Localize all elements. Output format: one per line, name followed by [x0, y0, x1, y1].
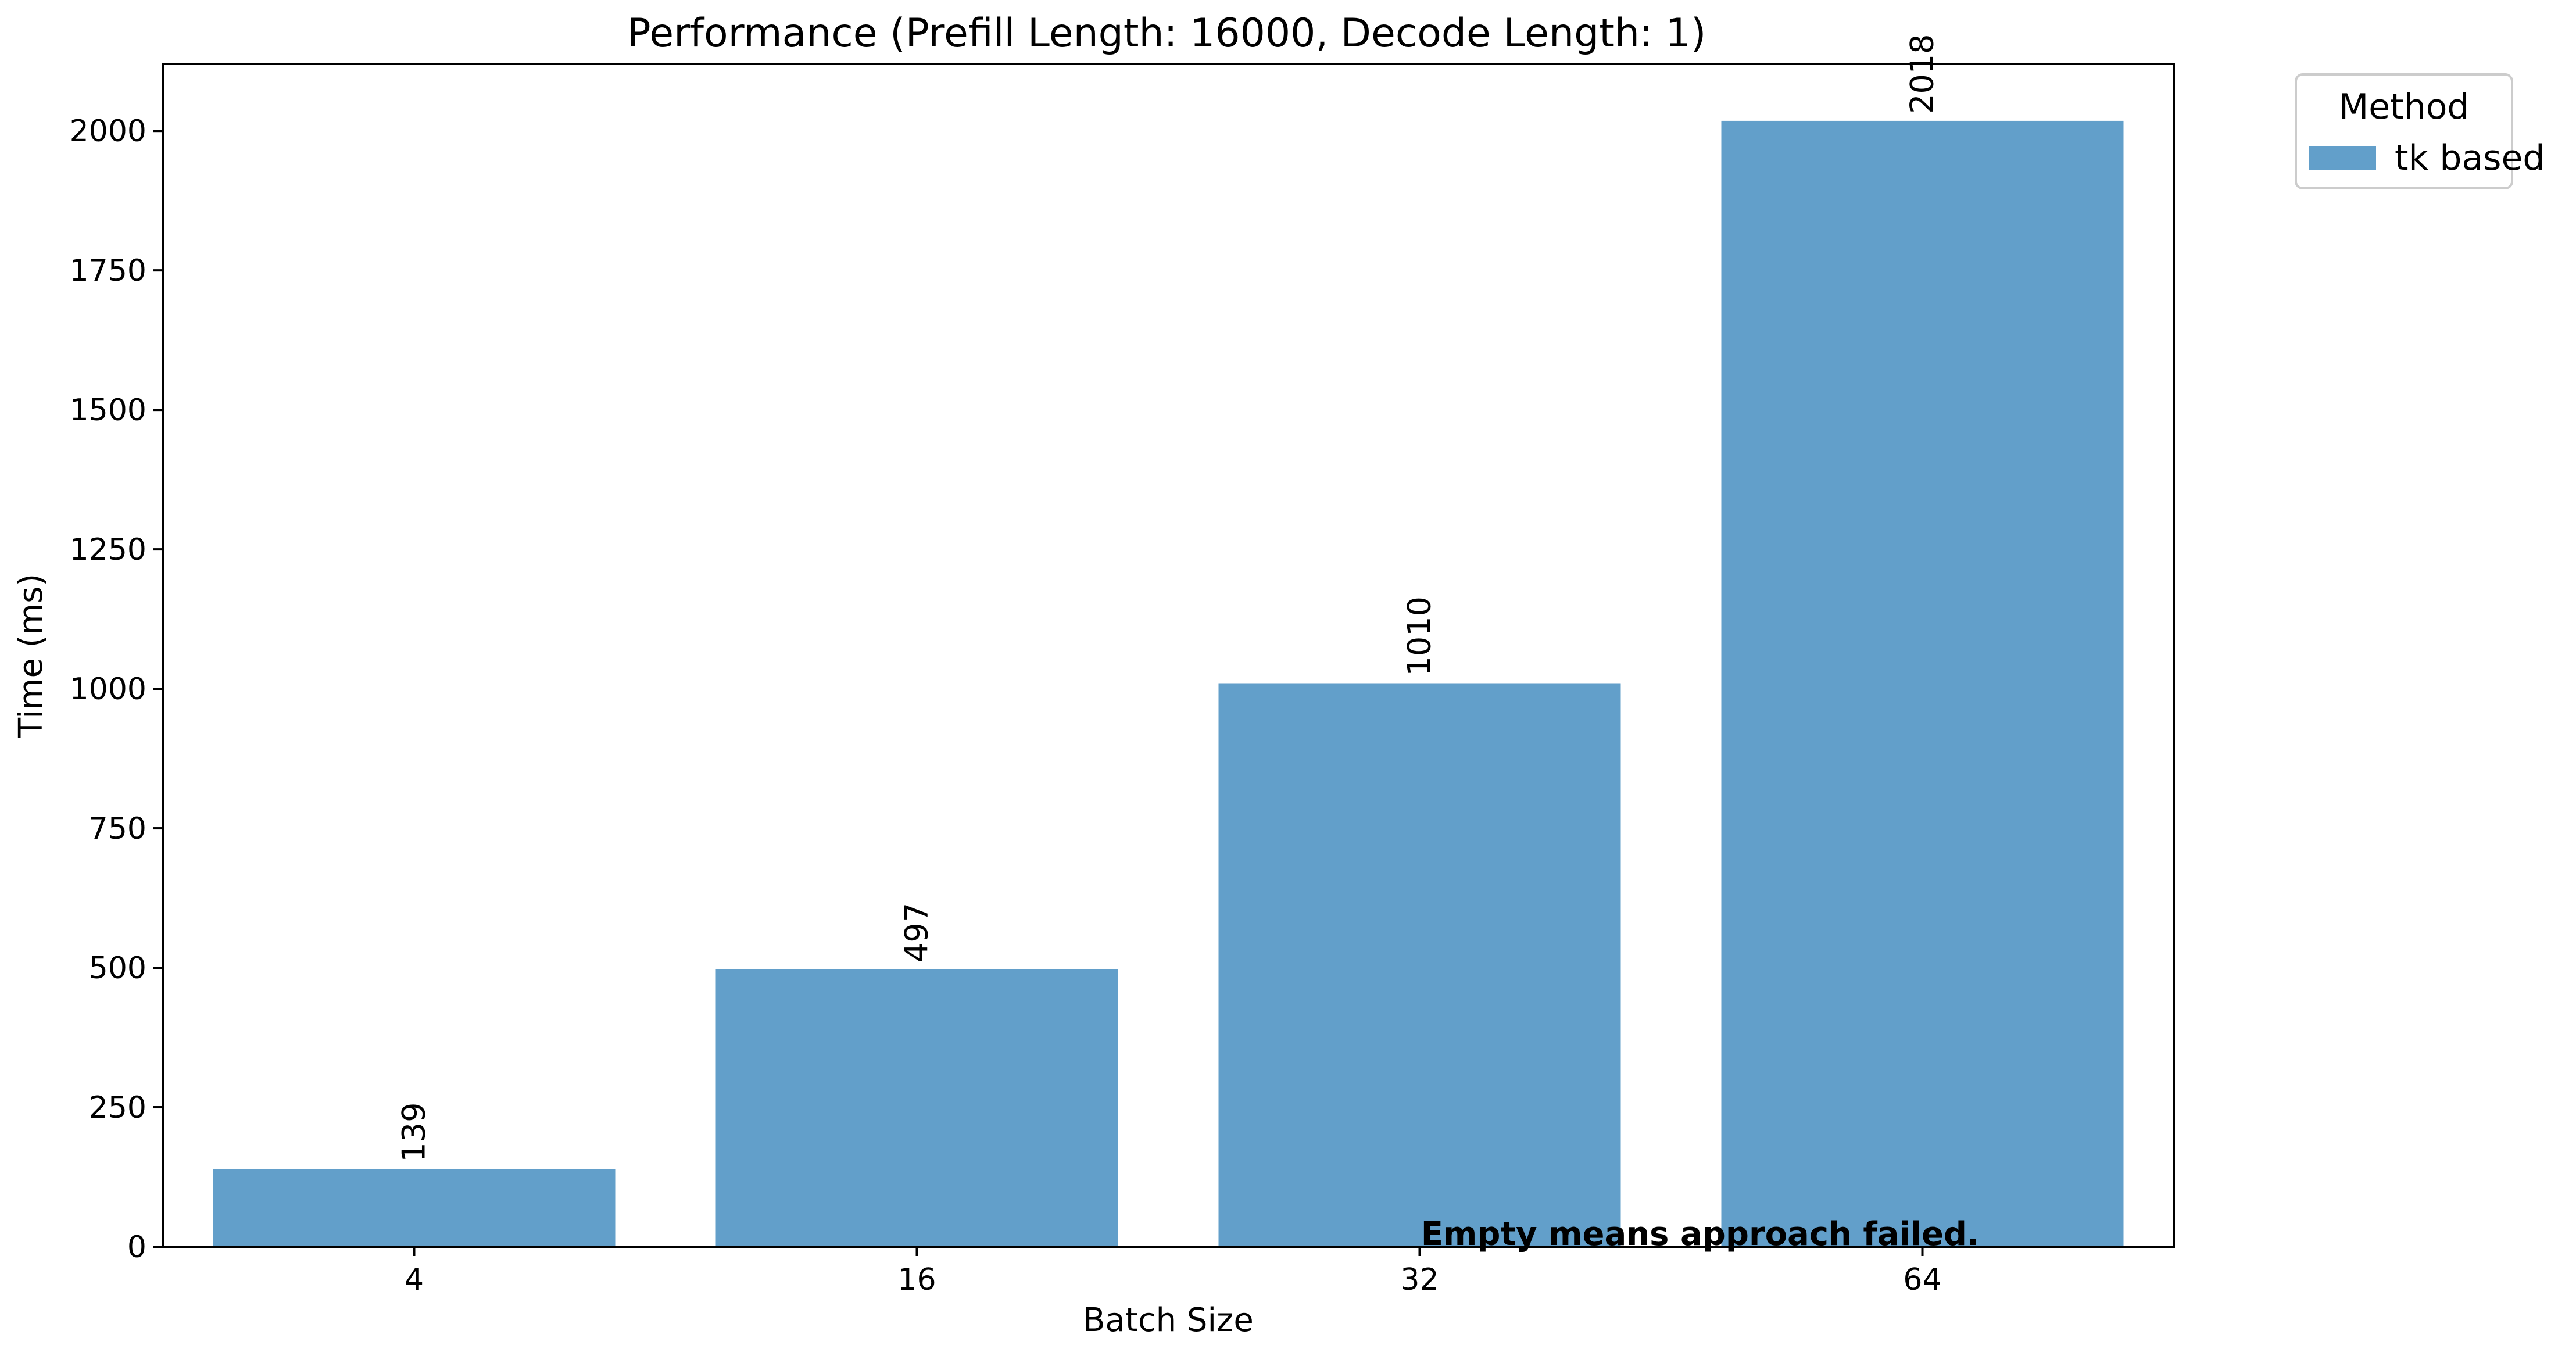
y-tick-label-1500: 1500	[70, 393, 146, 428]
x-axis-label: Batch Size	[1083, 1301, 1254, 1339]
bar-value-label-16: 497	[899, 903, 935, 963]
bar-16	[715, 969, 1118, 1247]
legend: Method tk based	[2295, 73, 2545, 189]
x-axis: 4 16 32 64	[405, 1247, 1942, 1297]
chart-title: Performance (Prefill Length: 16000, Deco…	[627, 10, 1706, 56]
legend-swatch	[2309, 146, 2376, 170]
y-tick-label-250: 250	[89, 1090, 146, 1125]
y-tick-label-1750: 1750	[70, 253, 146, 288]
bar-value-label-64: 2018	[1904, 34, 1941, 113]
bar-32	[1218, 683, 1621, 1247]
y-axis-label: Time (ms)	[12, 574, 50, 738]
x-tick-label-32: 32	[1400, 1262, 1439, 1297]
y-axis: 0 250 500 750 1000 1250 1500 1750 2000	[70, 114, 163, 1265]
y-tick-label-750: 750	[89, 811, 146, 846]
y-tick-label-1000: 1000	[70, 672, 146, 707]
legend-title: Method	[2338, 87, 2469, 127]
failure-note: Empty means approach failed.	[1421, 1215, 1980, 1253]
y-tick-label-2000: 2000	[70, 114, 146, 149]
legend-label: tk based	[2395, 138, 2545, 178]
bar-64	[1721, 120, 2124, 1247]
y-tick-label-1250: 1250	[70, 532, 146, 567]
x-tick-label-4: 4	[405, 1262, 424, 1297]
bars-layer	[213, 120, 2124, 1247]
y-tick-label-0: 0	[127, 1230, 146, 1265]
value-labels-layer: 139 497 1010 2018	[396, 34, 1941, 1162]
bar-value-label-4: 139	[396, 1102, 432, 1162]
x-tick-label-16: 16	[897, 1262, 936, 1297]
bar-4	[213, 1169, 616, 1247]
x-tick-label-64: 64	[1903, 1262, 1941, 1297]
bar-value-label-32: 1010	[1401, 596, 1438, 676]
y-tick-label-500: 500	[89, 951, 146, 986]
plot-frame	[162, 63, 2175, 1248]
